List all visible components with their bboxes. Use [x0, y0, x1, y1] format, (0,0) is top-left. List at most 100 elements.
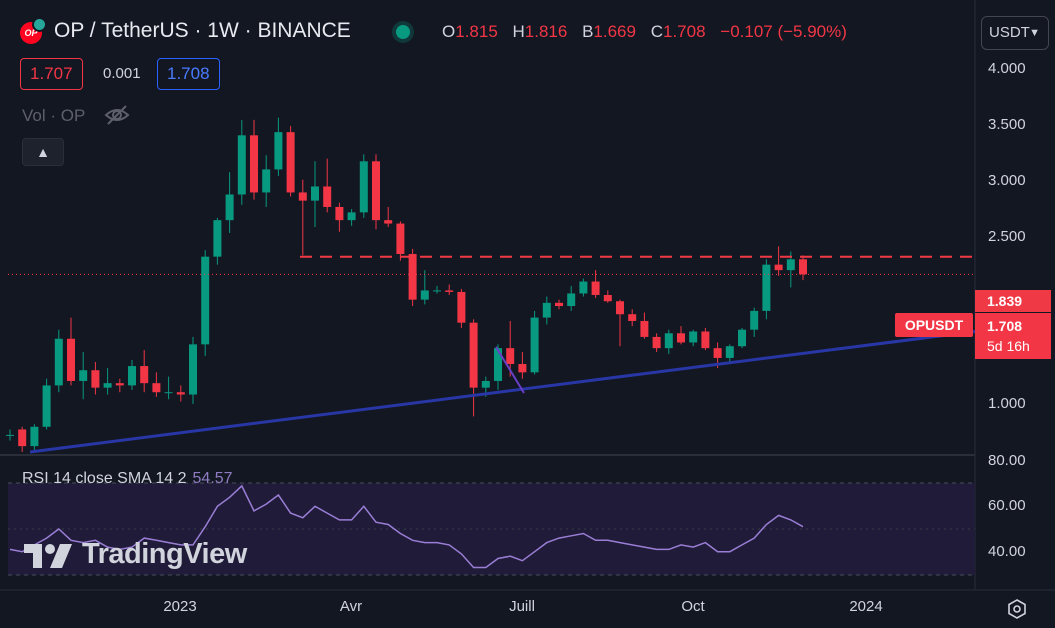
bar-countdown: 5d 16h [987, 338, 1030, 354]
open-value: 1.815 [455, 22, 498, 41]
candle-down [469, 322, 478, 388]
open-label: O [442, 22, 456, 41]
candle-down [774, 264, 783, 271]
candle-down [603, 294, 612, 302]
time-tick: Avr [339, 598, 363, 615]
high-label: H [512, 22, 525, 41]
candle-down [323, 186, 332, 207]
candle-down [518, 364, 527, 373]
candle-up [213, 220, 222, 257]
price-tick: 4.000 [988, 60, 1026, 77]
sell-button[interactable]: 1.707 [20, 58, 83, 90]
candle-down [286, 132, 295, 193]
market-open-status-icon[interactable] [396, 25, 410, 39]
candle-up [237, 135, 246, 195]
candle-down [591, 281, 600, 295]
candle-down [91, 370, 100, 388]
candle-up [6, 434, 14, 436]
candle-down [799, 259, 807, 275]
rsi-line [9, 484, 804, 569]
candle-up [54, 338, 63, 386]
candle-down [18, 429, 27, 447]
chart-header: OP OP / TetherUS · 1W · BINANCE O1.815 H… [0, 0, 975, 64]
candle-down [677, 333, 685, 343]
chevron-up-icon: ▲ [36, 144, 50, 160]
tradingview-logo-icon [24, 544, 72, 568]
candle-down [176, 392, 185, 395]
candle-down [250, 135, 258, 193]
candle-up [433, 290, 441, 292]
candle-up [262, 169, 271, 193]
candle-up [347, 212, 356, 221]
time-tick: 2024 [849, 598, 883, 615]
candle-down [408, 254, 417, 300]
trendline[interactable] [29, 329, 976, 454]
candle-down [713, 348, 722, 358]
price-tick: 2.500 [988, 228, 1026, 245]
time-tick: Juill [509, 598, 535, 615]
buy-button[interactable]: 1.708 [157, 58, 220, 90]
candle-down [640, 320, 649, 337]
candle-up [274, 132, 283, 170]
candles [6, 117, 807, 452]
current-price-value: 1.708 [987, 318, 1023, 334]
chart-settings-icon[interactable] [1006, 598, 1028, 620]
candle-up [164, 392, 173, 394]
price-tick: 3.500 [988, 116, 1026, 133]
candle-up [128, 366, 136, 386]
exchange-badge-icon [32, 17, 47, 32]
candle-up [359, 161, 368, 213]
rsi-tick: 60.00 [988, 497, 1026, 514]
candle-down [628, 314, 637, 321]
candle-up [725, 346, 734, 358]
candle-down [335, 206, 344, 221]
candle-down [555, 302, 563, 307]
low-label: B [582, 22, 594, 41]
candle-up [30, 426, 39, 447]
candle-up [750, 310, 759, 330]
candle-up [567, 293, 576, 307]
currency-label: USDT [989, 24, 1030, 41]
candle-up [42, 385, 51, 427]
candle-down [457, 291, 466, 323]
drawing-line[interactable] [495, 346, 525, 394]
candle-down [115, 383, 124, 386]
candle-up [689, 331, 698, 343]
rsi-tick: 40.00 [988, 543, 1026, 560]
symbol-title[interactable]: OP / TetherUS · 1W · BINANCE [54, 19, 351, 42]
candle-up [738, 329, 746, 347]
change-value: −0.107 (−5.90%) [720, 22, 847, 41]
candle-down [616, 301, 624, 315]
candle-up [664, 333, 673, 349]
candle-down [67, 338, 75, 381]
candle-up [530, 317, 539, 373]
current-price-label: 1.708 5d 16h [975, 313, 1051, 359]
candle-up [481, 380, 490, 388]
candle-up [79, 370, 88, 381]
candle-up [579, 281, 588, 294]
candle-down [652, 336, 661, 349]
time-tick: Oct [681, 598, 705, 615]
collapse-indicators-button[interactable]: ▲ [22, 138, 64, 166]
candle-up [103, 383, 112, 388]
candle-up [494, 348, 502, 381]
candle-down [152, 383, 161, 393]
volume-indicator-label[interactable]: Vol · OP [22, 106, 86, 125]
rsi-indicator-label[interactable]: RSI 14 close SMA 14 2 54.57 [22, 470, 233, 488]
candle-up [420, 290, 429, 300]
high-value: 1.816 [524, 22, 568, 41]
candle-up [542, 302, 551, 318]
low-value: 1.669 [593, 22, 636, 41]
level-price-label[interactable]: 1.839 [975, 290, 1051, 312]
price-tick: 3.000 [988, 172, 1026, 189]
candle-up [311, 186, 319, 201]
candle-down [384, 220, 393, 224]
close-label: C [650, 22, 663, 41]
rsi-title: RSI 14 close SMA 14 2 [22, 470, 187, 487]
candle-down [372, 161, 380, 221]
eye-off-icon[interactable] [104, 104, 130, 126]
ohlc-readout: O1.815 H1.816 B1.669 C1.708 −0.107 (−5.9… [442, 22, 857, 42]
currency-selector[interactable]: USDT ▼ [981, 16, 1049, 50]
candle-down [506, 348, 515, 365]
